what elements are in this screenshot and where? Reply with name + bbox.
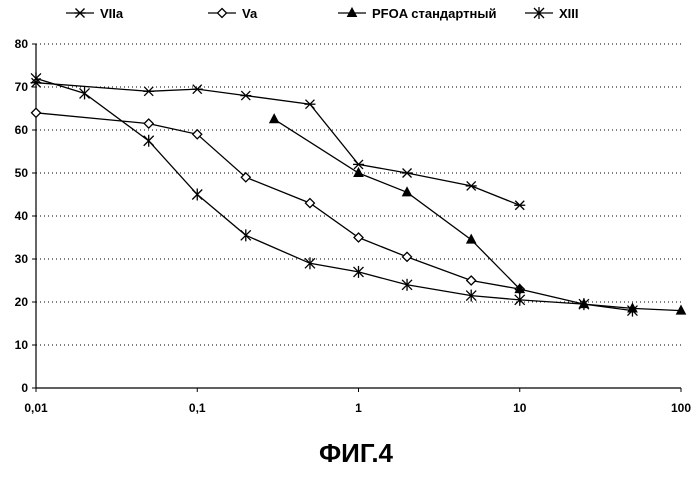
diamond-marker <box>143 118 155 129</box>
diamond-marker <box>304 197 316 209</box>
y-tick-label: 70 <box>15 80 29 94</box>
data-point <box>74 8 86 18</box>
y-tick-label: 30 <box>15 252 29 266</box>
data-point <box>401 186 413 197</box>
legend-label: VIIa <box>100 6 124 21</box>
y-tick-label: 50 <box>15 166 29 180</box>
legend-label: PFOA стандартный <box>372 6 496 21</box>
series-line <box>35 112 520 290</box>
series-layer <box>30 72 687 317</box>
x-tick-label: 100 <box>671 401 691 415</box>
triangle-marker <box>353 166 364 177</box>
data-point <box>240 171 252 183</box>
legend-item: PFOA стандартный <box>338 6 496 21</box>
diamond-marker <box>191 128 203 140</box>
data-point <box>240 229 252 242</box>
diamond-marker <box>353 232 364 243</box>
data-point <box>465 275 477 286</box>
x-tick-label: 1 <box>355 401 362 415</box>
y-tick-label: 10 <box>15 338 29 352</box>
data-point <box>401 168 413 178</box>
data-point <box>401 278 413 291</box>
data-point <box>465 233 477 244</box>
data-point <box>143 134 155 147</box>
data-point <box>216 7 228 19</box>
series-2 <box>30 107 526 295</box>
series-3 <box>268 113 687 315</box>
data-point <box>304 99 316 110</box>
figure-caption: ФИГ.4 <box>319 438 394 468</box>
triangle-marker <box>346 6 358 17</box>
diamond-marker <box>465 275 477 286</box>
diamond-marker <box>240 171 252 183</box>
legend-item: XIII <box>525 6 579 21</box>
diamond-marker <box>401 251 413 263</box>
data-point <box>465 289 477 302</box>
data-point <box>304 197 316 209</box>
data-point <box>143 86 155 97</box>
data-point <box>191 128 203 140</box>
data-point <box>675 304 687 315</box>
legend-label: XIII <box>559 6 579 21</box>
data-point <box>191 84 203 95</box>
triangle-marker <box>514 283 526 294</box>
data-point <box>514 283 526 294</box>
data-point <box>514 200 526 211</box>
data-point <box>353 232 364 243</box>
y-tick-label: 40 <box>15 209 29 223</box>
triangle-marker <box>268 113 280 124</box>
data-point <box>353 265 364 278</box>
legend-item: Va <box>208 6 258 21</box>
data-point <box>268 113 280 124</box>
series-line <box>273 118 682 312</box>
data-point <box>240 90 252 101</box>
data-point <box>30 72 42 85</box>
data-point <box>514 293 526 306</box>
data-point <box>626 304 638 317</box>
tick-labels: 0 10 20 30 40 50 60 70 80 0,01 0,1 1 10 100 <box>15 37 692 415</box>
x-tick-label: 0,1 <box>189 401 206 415</box>
diamond-marker <box>30 107 42 119</box>
legend: VIIa Va PFOA стандартный XIII <box>66 6 579 21</box>
diamond-marker <box>216 7 228 19</box>
data-point <box>353 159 364 170</box>
y-tick-label: 0 <box>21 381 28 395</box>
triangle-marker <box>401 186 413 197</box>
series-line <box>35 82 521 206</box>
series-4 <box>30 72 638 317</box>
series-line <box>35 77 633 312</box>
data-point <box>143 118 155 129</box>
y-tick-label: 60 <box>15 123 29 137</box>
data-point <box>304 257 316 270</box>
data-point <box>533 7 545 19</box>
data-point <box>578 298 590 311</box>
data-point <box>401 251 413 263</box>
triangle-marker <box>675 304 687 315</box>
x-tick-label: 10 <box>513 401 527 415</box>
data-point <box>346 6 358 17</box>
data-point <box>191 188 203 201</box>
x-tick-label: 0,01 <box>24 401 48 415</box>
legend-item: VIIa <box>66 6 124 21</box>
data-point <box>79 87 91 100</box>
y-tick-label: 80 <box>15 37 29 51</box>
axes <box>32 43 682 392</box>
data-point <box>353 166 364 177</box>
triangle-marker <box>465 233 477 244</box>
data-point <box>30 107 42 119</box>
legend-label: Va <box>242 6 258 21</box>
data-point <box>465 180 477 191</box>
y-tick-label: 20 <box>15 295 29 309</box>
